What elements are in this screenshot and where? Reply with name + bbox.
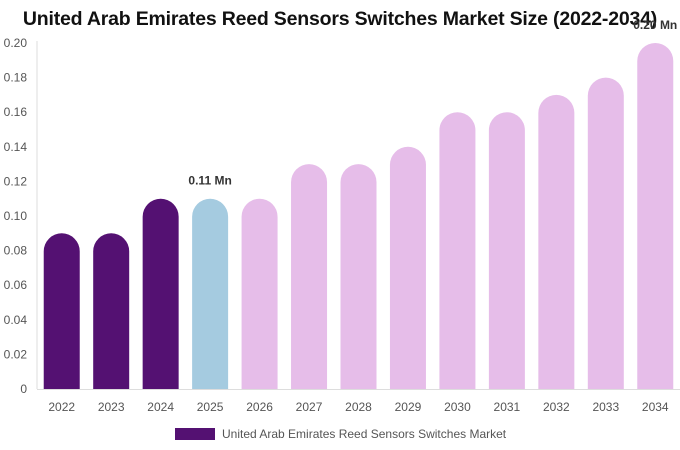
legend-label: United Arab Emirates Reed Sensors Switch… <box>222 427 507 441</box>
x-tick-label: 2034 <box>642 400 669 414</box>
x-tick-label: 2028 <box>345 400 372 414</box>
bar-2022[interactable] <box>43 233 80 389</box>
legend-swatch <box>175 428 215 440</box>
bar-2028[interactable] <box>340 164 377 389</box>
x-tick-label: 2027 <box>296 400 323 414</box>
y-tick-label: 0.06 <box>4 278 28 292</box>
data-labels: 0.11 Mn 0.20 Mn <box>188 18 677 188</box>
y-tick-label: 0.16 <box>4 105 28 119</box>
bar-2027[interactable] <box>291 164 328 389</box>
bar-2034[interactable] <box>637 43 674 389</box>
x-tick-label: 2026 <box>246 400 273 414</box>
x-axis: 2022 2023 2024 2025 2026 2027 2028 2029 2030 2031… <box>37 389 680 414</box>
chart-title: United Arab Emirates Reed Sensors Switch… <box>22 8 658 30</box>
x-tick-label: 2033 <box>592 400 619 414</box>
y-axis: 0 0.02 0.04 0.06 0.08 0.10 0.12 0.14 0.16 0.18 0.2… <box>4 36 38 396</box>
bar-2031[interactable] <box>488 112 525 389</box>
x-tick-label: 2022 <box>48 400 75 414</box>
x-tick-label: 2023 <box>98 400 125 414</box>
bar-2033[interactable] <box>587 77 624 389</box>
x-tick-label: 2032 <box>543 400 570 414</box>
bar-2023[interactable] <box>93 233 130 389</box>
legend[interactable]: United Arab Emirates Reed Sensors Switch… <box>175 426 506 442</box>
bar-2030[interactable] <box>439 112 476 389</box>
x-tick-label: 2031 <box>494 400 521 414</box>
bar-2024[interactable] <box>142 198 179 389</box>
y-tick-label: 0.10 <box>4 209 28 223</box>
y-tick-label: 0.14 <box>4 140 28 154</box>
data-label: 0.11 Mn <box>188 174 231 188</box>
bar-2025[interactable] <box>192 198 229 389</box>
bar-2026[interactable] <box>241 198 278 389</box>
x-tick-label: 2024 <box>147 400 174 414</box>
bar-2032[interactable] <box>538 94 575 389</box>
y-tick-label: 0.08 <box>4 244 28 258</box>
bars <box>43 43 674 389</box>
y-tick-label: 0.20 <box>4 36 28 50</box>
y-tick-label: 0.04 <box>4 313 28 327</box>
y-tick-label: 0.12 <box>4 174 28 188</box>
y-tick-label: 0.02 <box>4 347 28 361</box>
x-tick-label: 2030 <box>444 400 471 414</box>
y-tick-label: 0 <box>20 382 27 396</box>
x-tick-label: 2025 <box>197 400 224 414</box>
y-tick-label: 0.18 <box>4 71 28 85</box>
bar-2029[interactable] <box>389 146 426 389</box>
x-tick-label: 2029 <box>395 400 422 414</box>
data-label: 0.20 Mn <box>633 18 677 32</box>
